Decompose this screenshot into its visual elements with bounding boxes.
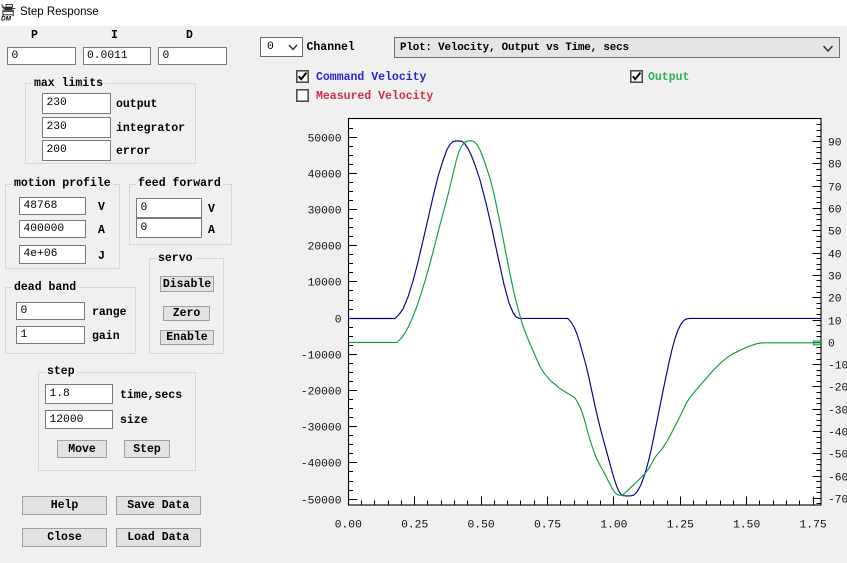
svg-text:80: 80	[828, 159, 842, 171]
svg-text:1.75: 1.75	[800, 520, 827, 532]
svg-text:1.50: 1.50	[733, 520, 760, 532]
svg-text:-30: -30	[828, 405, 847, 417]
svg-text:0.50: 0.50	[468, 520, 495, 532]
svg-text:DM: DM	[1, 15, 12, 21]
svg-text:-20000: -20000	[301, 386, 342, 398]
svg-text:0: 0	[828, 338, 835, 350]
svg-text:0.75: 0.75	[534, 520, 561, 532]
svg-text:-70: -70	[828, 494, 847, 506]
svg-text:90: 90	[828, 137, 842, 149]
svg-text:1.25: 1.25	[667, 520, 694, 532]
svg-text:1.00: 1.00	[600, 520, 627, 532]
svg-text:50000: 50000	[308, 133, 342, 145]
svg-text:-50: -50	[828, 449, 847, 461]
svg-text:-40000: -40000	[301, 458, 342, 470]
svg-text:20: 20	[828, 293, 842, 305]
svg-text:30: 30	[828, 271, 842, 283]
svg-text:60: 60	[828, 204, 842, 216]
svg-text:-50000: -50000	[301, 495, 342, 507]
svg-text:0.00: 0.00	[335, 520, 362, 532]
svg-text:20000: 20000	[308, 241, 342, 253]
svg-text:0: 0	[335, 314, 342, 326]
svg-text:10: 10	[828, 316, 842, 328]
svg-text:10000: 10000	[308, 277, 342, 289]
svg-text:-10: -10	[828, 360, 847, 372]
svg-text:-60: -60	[828, 472, 847, 484]
svg-text:40: 40	[828, 249, 842, 261]
svg-text:40000: 40000	[308, 169, 342, 181]
svg-text:-40: -40	[828, 427, 847, 439]
svg-text:50: 50	[828, 226, 842, 238]
svg-text:30000: 30000	[308, 205, 342, 217]
svg-text:70: 70	[828, 182, 842, 194]
svg-text:-20: -20	[828, 382, 847, 394]
svg-text:0.25: 0.25	[401, 520, 428, 532]
svg-text:-10000: -10000	[301, 350, 342, 362]
svg-text:-30000: -30000	[301, 422, 342, 434]
